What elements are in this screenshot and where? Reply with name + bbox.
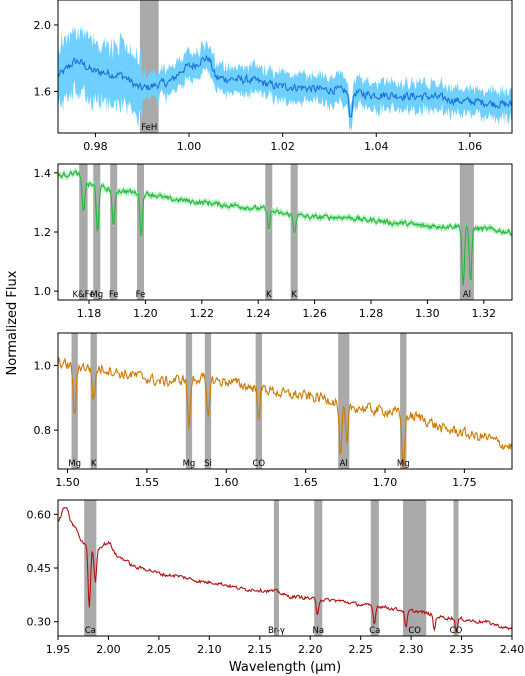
x-tick-label: 1.22 [190, 307, 215, 320]
y-tick-label: 0.8 [34, 424, 52, 437]
x-tick-label: 2.10 [197, 643, 222, 656]
x-tick-label: 1.60 [214, 476, 239, 489]
feature-label: Fe [109, 290, 119, 300]
x-tick-label: 2.35 [449, 643, 474, 656]
feature-band-mg [71, 333, 78, 469]
feature-label: Br-γ [268, 626, 285, 636]
feature-band-si [204, 333, 212, 469]
feature-label: K [266, 290, 272, 300]
x-tick-label: 1.28 [359, 307, 384, 320]
x-tick-label: 1.70 [373, 476, 398, 489]
spectrum-panel-1: FeH 0.98 1.00 1.02 1.04 1.06 1.6 2.0 [34, 0, 513, 153]
feature-label: K&Fe [72, 290, 94, 300]
panel-frame [57, 163, 513, 301]
spectrum-line [58, 170, 512, 286]
x-tick-label: 2.30 [399, 643, 424, 656]
feature-band-al [459, 164, 474, 300]
y-tick-label: 0.45 [27, 562, 52, 575]
feature-label: Si [204, 459, 212, 469]
x-tick-label: 1.32 [472, 307, 497, 320]
feature-band-al [338, 333, 350, 469]
y-tick-label: 0.60 [27, 508, 52, 521]
feature-band-na [314, 500, 323, 636]
y-tick-label: 1.0 [34, 285, 52, 298]
feature-label: Fe [136, 290, 146, 300]
feature-label: Ca [85, 626, 96, 636]
feature-band-kfe [79, 164, 88, 300]
x-tick-label: 1.20 [133, 307, 158, 320]
x-tick-label: 1.55 [135, 476, 160, 489]
feature-label: Mg [183, 459, 196, 469]
panel-frame [57, 0, 513, 134]
panel-frame [57, 499, 513, 637]
x-tick-label: 1.65 [293, 476, 318, 489]
spectrum-panel-3: Mg K Mg Si CO Al Mg 1.50 1.55 1.60 1.65 1.70 1.75 0.8… [34, 332, 513, 489]
y-tick-label: 1.6 [34, 85, 52, 98]
x-tick-label: 2.40 [500, 643, 525, 656]
x-tick-label: 1.00 [177, 140, 202, 153]
x-tick-label: 0.98 [83, 140, 108, 153]
spectrum-line [58, 506, 512, 635]
feature-label: CO [408, 626, 421, 636]
y-tick-label: 1.2 [34, 226, 52, 239]
feature-band-mg [185, 333, 193, 469]
feature-label: Mg [90, 290, 103, 300]
feature-band-ca [84, 500, 97, 636]
feature-band-br [273, 500, 279, 636]
feature-label: CO [450, 626, 463, 636]
feature-band-mg [93, 164, 101, 300]
feature-label: Ca [369, 626, 380, 636]
feature-band-ca [370, 500, 379, 636]
x-tick-label: 2.05 [147, 643, 172, 656]
feature-band-k [90, 333, 97, 469]
x-tick-label: 2.25 [348, 643, 373, 656]
y-tick-label: 2.0 [34, 19, 52, 32]
feature-label: Al [463, 290, 471, 300]
x-tick-label: 1.26 [302, 307, 327, 320]
panel-frame [57, 332, 513, 470]
x-tick-label: 1.04 [364, 140, 389, 153]
feature-label: Mg [68, 459, 81, 469]
feature-band-co [255, 333, 262, 469]
spectrum-panel-4: Ca Br-γ Na Ca CO CO 1.95 2.00 2.05 2.10 2.15 2.20 2.… [27, 499, 525, 656]
x-tick-label: 1.18 [77, 307, 102, 320]
spectrum-line [58, 55, 512, 118]
y-axis-title: Normalized Flux [5, 270, 20, 375]
feature-label: FeH [141, 123, 157, 133]
y-tick-label: 1.4 [34, 167, 52, 180]
feature-label: Al [340, 459, 348, 469]
x-tick-label: 1.30 [415, 307, 440, 320]
x-tick-label: 2.15 [248, 643, 273, 656]
feature-band-mg [400, 333, 407, 469]
x-tick-label: 1.50 [55, 476, 80, 489]
uncertainty-band [58, 167, 512, 289]
x-axis-title: Wavelength (μm) [229, 660, 341, 675]
x-tick-label: 1.24 [246, 307, 271, 320]
x-tick-label: 2.20 [298, 643, 323, 656]
feature-label: Na [313, 626, 325, 636]
feature-band-fe [110, 164, 118, 300]
x-tick-label: 1.06 [458, 140, 483, 153]
feature-band-feh [139, 0, 159, 133]
x-tick-label: 1.95 [46, 643, 71, 656]
y-tick-label: 1.0 [34, 359, 52, 372]
feature-band-co [403, 500, 427, 636]
uncertainty-band [58, 26, 512, 133]
feature-label: K [291, 290, 297, 300]
x-tick-label: 1.75 [452, 476, 477, 489]
feature-label: K [91, 459, 97, 469]
x-tick-label: 1.02 [270, 140, 295, 153]
spectrum-line [58, 356, 512, 469]
feature-label: Mg [397, 459, 410, 469]
y-tick-label: 0.30 [27, 616, 52, 629]
feature-band-k [265, 164, 273, 300]
feature-label: CO [252, 459, 265, 469]
x-tick-label: 2.00 [96, 643, 121, 656]
feature-band-co [453, 500, 459, 636]
